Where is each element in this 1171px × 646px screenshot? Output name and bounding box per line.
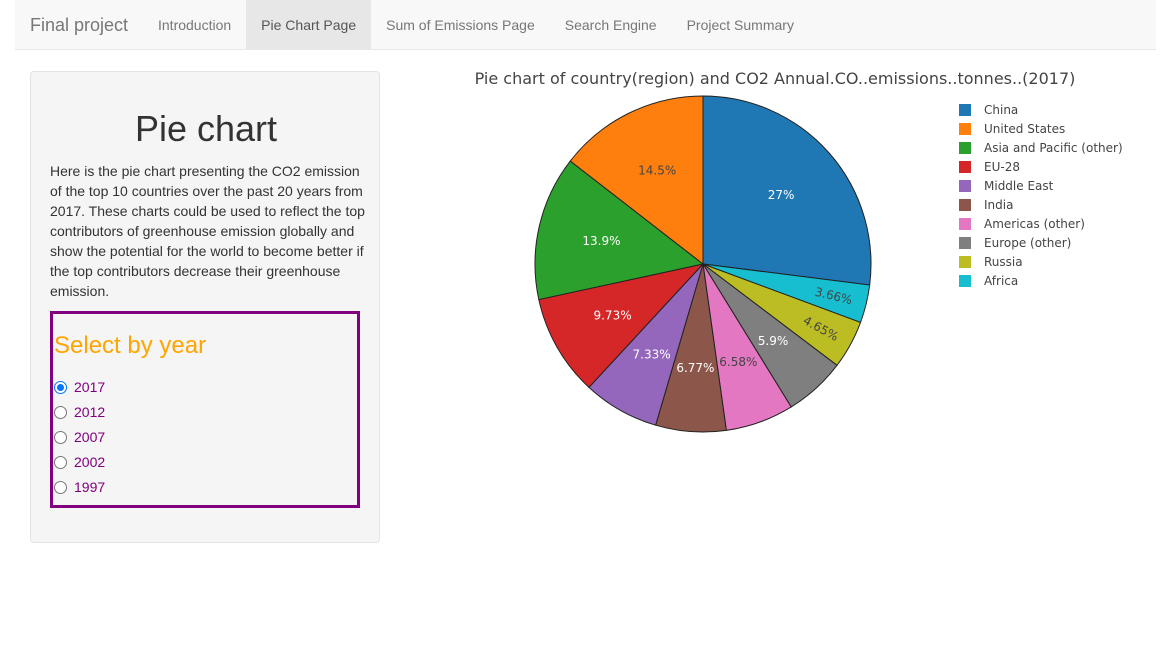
pie-slice[interactable] — [702, 95, 872, 286]
radio-button[interactable] — [54, 455, 67, 469]
pie-chart: Pie chart of country(region) and CO2 Ann… — [475, 69, 1123, 433]
pie-slice[interactable] — [534, 160, 705, 301]
pie-slice-label: 13.9% — [582, 234, 620, 248]
legend-item[interactable]: China — [959, 103, 1018, 117]
tab-search-engine[interactable]: Search Engine — [564, 17, 657, 33]
legend-swatch — [959, 123, 971, 135]
legend-label: Middle East — [984, 179, 1054, 193]
pie-slice[interactable] — [538, 263, 705, 389]
legend-item[interactable]: Africa — [959, 274, 1018, 288]
legend-swatch — [959, 237, 971, 249]
legend-item[interactable]: EU-28 — [959, 160, 1020, 174]
tab-pie-chart-page[interactable]: Pie Chart Page — [246, 0, 372, 49]
legend-item[interactable]: United States — [959, 122, 1065, 136]
navbar-brand[interactable]: Final project — [30, 15, 129, 35]
legend-swatch — [959, 142, 971, 154]
legend-label: China — [984, 103, 1018, 117]
legend-item[interactable]: Asia and Pacific (other) — [959, 141, 1123, 155]
legend-label: Americas (other) — [984, 217, 1085, 231]
tab-project-summary[interactable]: Project Summary — [686, 17, 794, 33]
navbar: Final project Introduction Pie Chart Pag… — [15, 0, 1156, 50]
pie-slices — [534, 95, 872, 433]
pie-slice-label: 5.9% — [758, 334, 789, 348]
chart-legend: China United States Asia and Pacific (othe… — [959, 103, 1123, 288]
year-option-2012[interactable]: 2012 — [54, 402, 105, 422]
year-option-label: 2012 — [74, 404, 106, 420]
legend-label: India — [984, 198, 1013, 212]
legend-swatch — [959, 218, 971, 230]
year-selector-title: Select by year — [54, 332, 207, 359]
legend-item[interactable]: India — [959, 198, 1013, 212]
year-option-label: 2007 — [74, 429, 106, 445]
legend-item[interactable]: Europe (other) — [959, 236, 1071, 250]
radio-button[interactable] — [54, 405, 67, 419]
radio-button-checked[interactable] — [54, 380, 67, 394]
year-option-1997[interactable]: 1997 — [54, 477, 105, 497]
year-selector: Select by year 2017 2012 2007 2002 1997 — [50, 311, 360, 508]
year-option-2017[interactable]: 2017 — [54, 377, 105, 397]
legend-swatch — [959, 199, 971, 211]
legend-label: Russia — [984, 255, 1023, 269]
tab-introduction[interactable]: Introduction — [158, 17, 232, 33]
pie-slice[interactable] — [569, 95, 704, 266]
year-option-label: 2017 — [74, 379, 106, 395]
legend-label: Europe (other) — [984, 236, 1071, 250]
year-option-label: 2002 — [74, 454, 106, 470]
year-option-2002[interactable]: 2002 — [54, 452, 105, 472]
legend-swatch — [959, 256, 971, 268]
sidebar-description: Here is the pie chart presenting the CO2… — [50, 163, 365, 299]
year-option-label: 1997 — [74, 479, 106, 495]
tab-sum-of-emissions-page[interactable]: Sum of Emissions Page — [386, 17, 535, 33]
legend-label: Africa — [984, 274, 1018, 288]
legend-label: United States — [984, 122, 1065, 136]
pie-slice-label: 27% — [768, 188, 795, 202]
legend-swatch — [959, 104, 971, 116]
chart-title: Pie chart of country(region) and CO2 Ann… — [475, 69, 1076, 88]
legend-swatch — [959, 161, 971, 173]
legend-label: EU-28 — [984, 160, 1020, 174]
nav-tabs: Introduction Pie Chart Page Sum of Emiss… — [143, 0, 809, 50]
year-option-2007[interactable]: 2007 — [54, 427, 105, 447]
pie-slice-label: 9.73% — [593, 309, 631, 323]
legend-label: Asia and Pacific (other) — [984, 141, 1123, 155]
legend-item[interactable]: Middle East — [959, 179, 1054, 193]
sidebar-title: Pie chart — [134, 108, 278, 149]
legend-swatch — [959, 275, 971, 287]
pie-slice-label: 6.77% — [676, 361, 714, 375]
radio-button[interactable] — [54, 480, 67, 494]
legend-swatch — [959, 180, 971, 192]
legend-item[interactable]: Russia — [959, 255, 1023, 269]
pie-slice-label: 14.5% — [638, 163, 676, 177]
radio-button[interactable] — [54, 430, 67, 444]
pie-slice-label: 6.58% — [719, 355, 757, 369]
pie-slice-label: 7.33% — [633, 348, 671, 362]
sidebar-panel — [30, 71, 380, 543]
legend-item[interactable]: Americas (other) — [959, 217, 1085, 231]
